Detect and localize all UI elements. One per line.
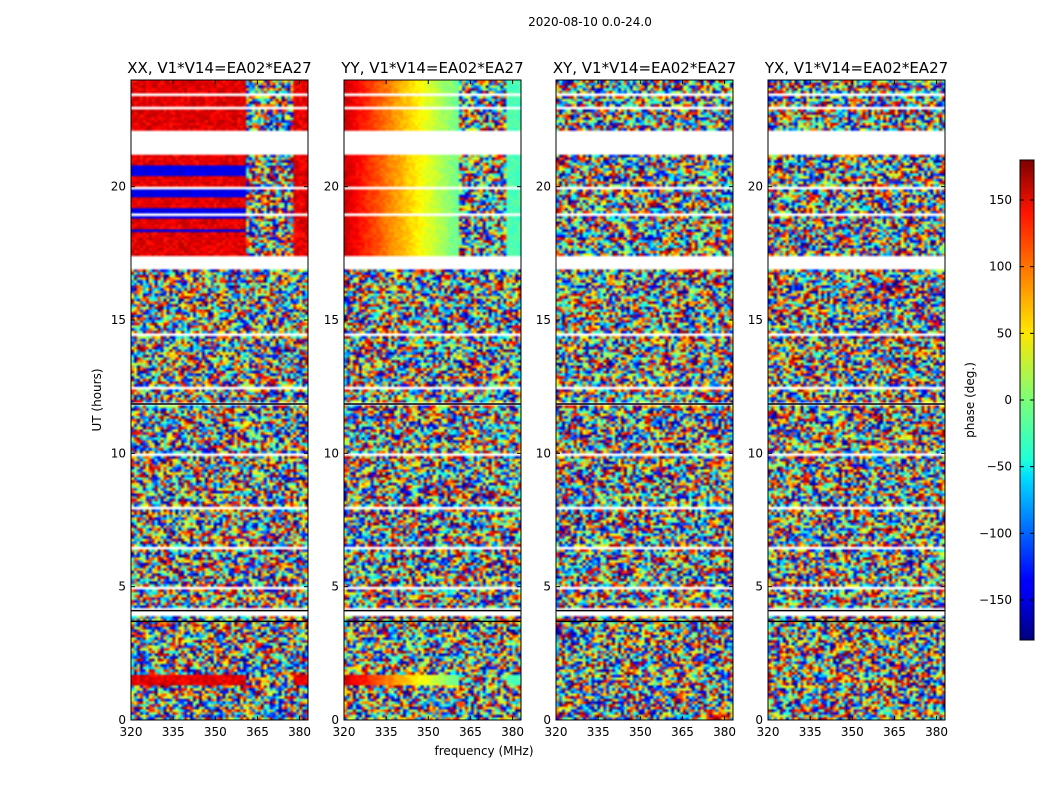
panel-yy: YY, V1*V14=EA02*EA27 320 335 350 365 380 0 5 10 1…: [324, 59, 524, 739]
x-tick-label: 335: [375, 725, 398, 739]
panel-frame: [767, 79, 946, 721]
x-tick-label: 320: [333, 725, 356, 739]
phase-heatmap: [768, 80, 945, 720]
panels: XX, V1*V14=EA02*EA27 320 335 350 365 380 0 5 10 1…: [111, 59, 948, 739]
x-tick-label: 320: [545, 725, 568, 739]
y-tick-label: 15: [748, 313, 763, 327]
y-tick-label: 10: [324, 446, 339, 460]
x-tick-label: 350: [629, 725, 652, 739]
colorbar-tick-label: 50: [997, 326, 1012, 340]
panel-title: YY, V1*V14=EA02*EA27: [340, 59, 523, 77]
y-tick-label: 10: [748, 446, 763, 460]
x-tick-label: 335: [799, 725, 822, 739]
panel-frame: [555, 79, 734, 721]
y-tick-label: 5: [543, 580, 551, 594]
x-axis-label: frequency (MHz): [434, 744, 533, 758]
x-tick-label: 365: [671, 725, 694, 739]
y-tick-label: 20: [748, 180, 763, 194]
x-tick-label: 350: [417, 725, 440, 739]
y-tick-label: 0: [118, 713, 126, 727]
colorbar-tick-label: 0: [1004, 393, 1012, 407]
panel-title: YX, V1*V14=EA02*EA27: [764, 59, 948, 77]
y-tick-label: 15: [536, 313, 551, 327]
x-tick-label: 365: [246, 725, 269, 739]
colorbar-tick-label: −150: [979, 593, 1012, 607]
phase-heatmap: [344, 80, 521, 720]
y-tick-label: 20: [111, 180, 126, 194]
y-axis-label: UT (hours): [90, 368, 104, 431]
x-tick-label: 365: [883, 725, 906, 739]
panel-frame: [130, 79, 309, 721]
y-tick-label: 15: [324, 313, 339, 327]
x-tick-label: 350: [204, 725, 227, 739]
panel-yx: YX, V1*V14=EA02*EA27 320 335 350 365 380 0 5 10 1…: [748, 59, 948, 739]
y-tick-label: 10: [536, 446, 551, 460]
x-tick-label: 335: [162, 725, 185, 739]
colorbar-label: phase (deg.): [963, 362, 977, 438]
colorbar-tick-label: 150: [989, 193, 1012, 207]
x-tick-label: 365: [459, 725, 482, 739]
y-tick-label: 5: [755, 580, 763, 594]
x-tick-label: 320: [120, 725, 143, 739]
y-tick-label: 15: [111, 313, 126, 327]
y-tick-label: 0: [755, 713, 763, 727]
y-tick-label: 0: [543, 713, 551, 727]
x-tick-label: 350: [841, 725, 864, 739]
y-tick-label: 20: [536, 180, 551, 194]
y-tick-label: 5: [118, 580, 126, 594]
x-tick-label: 380: [925, 725, 948, 739]
phase-heatmap: [131, 80, 308, 720]
x-tick-label: 380: [501, 725, 524, 739]
colorbar: −150 −100 −50 0 50 100 150 phase (deg.): [963, 159, 1035, 641]
panel-title: XY, V1*V14=EA02*EA27: [553, 59, 736, 77]
y-tick-label: 20: [324, 180, 339, 194]
panel-xy: XY, V1*V14=EA02*EA27 320 335 350 365 380 0 5 10 1…: [536, 59, 736, 739]
colorbar-tick-label: −50: [987, 460, 1012, 474]
panel-title: XX, V1*V14=EA02*EA27: [127, 59, 311, 77]
x-tick-label: 335: [587, 725, 610, 739]
colorbar-tick-label: 100: [989, 260, 1012, 274]
y-tick-label: 5: [331, 580, 339, 594]
y-tick-label: 10: [111, 446, 126, 460]
figure-suptitle: 2020-08-10 0.0-24.0: [528, 15, 652, 29]
x-tick-label: 320: [757, 725, 780, 739]
y-tick-label: 0: [331, 713, 339, 727]
colorbar-tick-label: −100: [979, 526, 1012, 540]
phase-heatmap: [556, 80, 733, 720]
x-tick-label: 380: [713, 725, 736, 739]
panel-frame: [343, 79, 522, 721]
x-tick-label: 380: [288, 725, 311, 739]
panel-xx: XX, V1*V14=EA02*EA27 320 335 350 365 380 0 5 10 1…: [111, 59, 312, 739]
